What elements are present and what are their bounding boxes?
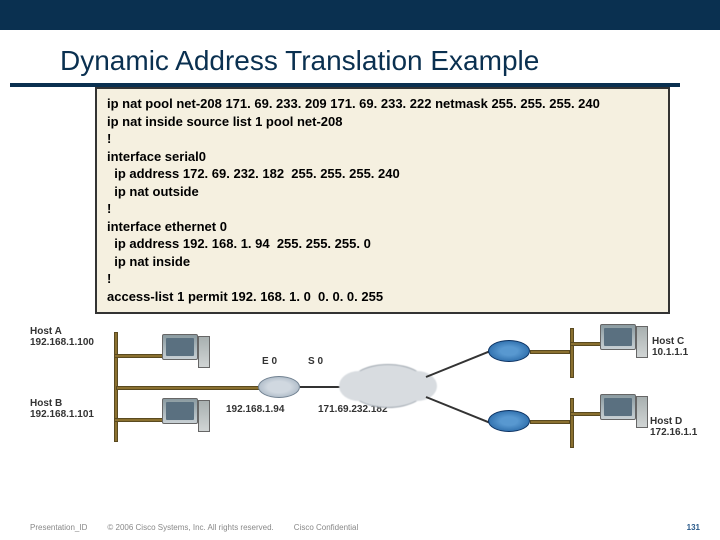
host-b-label: Host B 192.168.1.101: [30, 398, 94, 420]
host-b-icon: [162, 398, 210, 440]
config-line: ip nat outside: [107, 183, 658, 201]
confidential-text: Cisco Confidential: [294, 523, 358, 532]
host-name: Host D: [650, 416, 697, 427]
host-ip: 172.16.1.1: [650, 427, 697, 438]
footer: Presentation_ID © 2006 Cisco Systems, In…: [30, 523, 700, 532]
host-ip: 192.168.1.101: [30, 409, 94, 420]
bus-link-icon: [114, 354, 164, 358]
s0-label: S 0: [308, 356, 323, 367]
e0-ip: 192.168.1.94: [226, 404, 284, 415]
outside-router-c-icon: [488, 340, 530, 362]
page-number: 131: [687, 523, 700, 532]
config-line: access-list 1 permit 192. 168. 1. 0 0. 0…: [107, 288, 658, 306]
config-line: ip nat pool net-208 171. 69. 233. 209 17…: [107, 95, 658, 113]
bus-link-icon: [530, 350, 570, 354]
host-d-icon: [600, 394, 648, 436]
config-line: interface ethernet 0: [107, 218, 658, 236]
inside-router-icon: [258, 376, 300, 398]
outside-router-d-icon: [488, 410, 530, 432]
bus-link-icon: [530, 420, 570, 424]
copyright-text: © 2006 Cisco Systems, Inc. All rights re…: [107, 523, 273, 532]
right-bus-d-icon: [570, 398, 574, 448]
bus-link-icon: [116, 386, 261, 390]
host-a-label: Host A 192.168.1.100: [30, 326, 94, 348]
host-name: Host C: [652, 336, 688, 347]
config-line: !: [107, 200, 658, 218]
bus-link-icon: [570, 342, 602, 346]
host-ip: 10.1.1.1: [652, 347, 688, 358]
config-line: !: [107, 270, 658, 288]
right-bus-c-icon: [570, 328, 574, 378]
host-ip: 192.168.1.100: [30, 337, 94, 348]
host-c-icon: [600, 324, 648, 366]
config-line: ip nat inside: [107, 253, 658, 271]
top-bar: [0, 0, 720, 30]
config-line: ip nat inside source list 1 pool net-208: [107, 113, 658, 131]
presentation-id: Presentation_ID: [30, 523, 87, 532]
page-title: Dynamic Address Translation Example: [10, 30, 680, 87]
config-line: !: [107, 130, 658, 148]
config-line: interface serial0: [107, 148, 658, 166]
host-a-icon: [162, 334, 210, 376]
config-line: ip address 192. 168. 1. 94 255. 255. 255…: [107, 235, 658, 253]
wan-link-icon: [426, 396, 492, 424]
wan-cloud-icon: [348, 364, 428, 408]
host-name: Host A: [30, 326, 94, 337]
bus-link-icon: [570, 412, 602, 416]
bus-link-icon: [114, 418, 164, 422]
host-d-label: Host D 172.16.1.1: [650, 416, 697, 438]
e0-label: E 0: [262, 356, 277, 367]
wan-link-icon: [426, 349, 492, 377]
network-diagram: Host A 192.168.1.100 Host B 192.168.1.10…: [30, 320, 690, 500]
config-code-box: ip nat pool net-208 171. 69. 233. 209 17…: [95, 87, 670, 314]
config-line: ip address 172. 69. 232. 182 255. 255. 2…: [107, 165, 658, 183]
host-c-label: Host C 10.1.1.1: [652, 336, 688, 358]
host-name: Host B: [30, 398, 94, 409]
